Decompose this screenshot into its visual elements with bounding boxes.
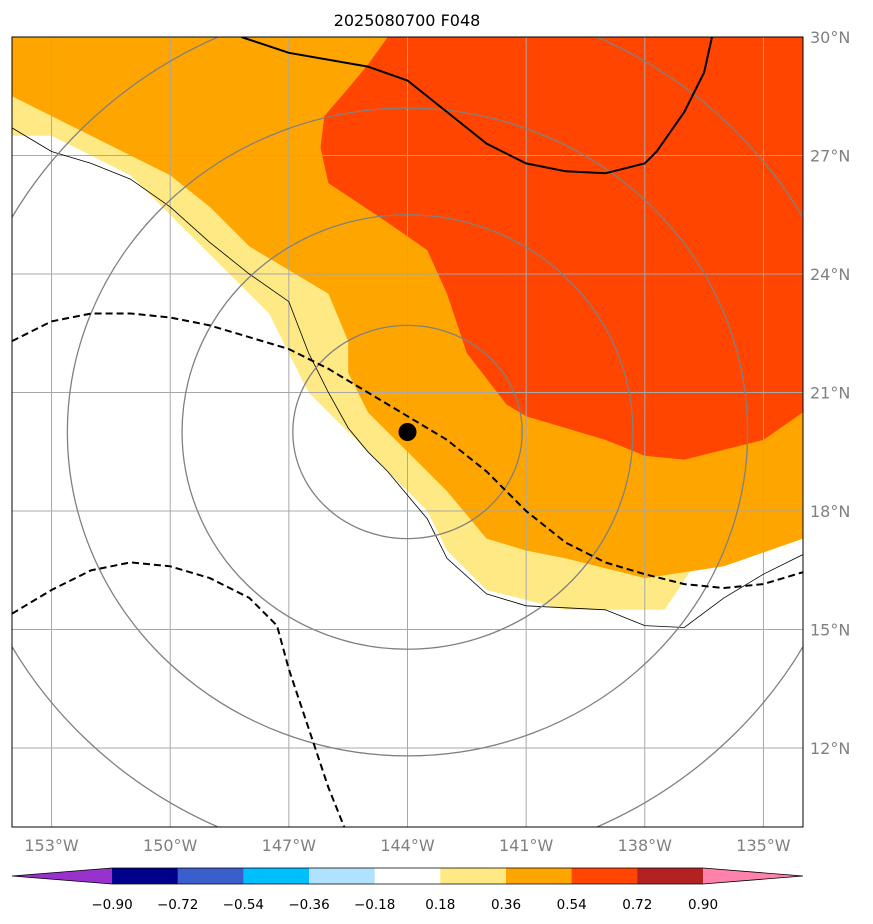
map-plot-area — [12, 37, 803, 827]
colorbar-bin-0 — [112, 868, 179, 884]
colorbar-tick-label-4: −0.18 — [354, 897, 395, 913]
range-rings — [12, 37, 803, 827]
colorbar-tick-label-8: 0.72 — [622, 897, 652, 913]
y-tick-label-5: 27°N — [810, 147, 850, 166]
colorbar-tick-label-6: 0.36 — [491, 897, 521, 913]
range-ring-1 — [181, 214, 634, 650]
y-tick-label-2: 18°N — [810, 502, 850, 521]
x-tick-label-1: 150°W — [143, 836, 198, 855]
x-tick-label-0: 153°W — [24, 836, 79, 855]
filled-region-2 — [320, 37, 803, 460]
storm-center-marker — [398, 423, 417, 441]
y-tick-label-3: 21°N — [810, 384, 850, 403]
colorbar-tick-label-1: −0.72 — [157, 897, 198, 913]
line-contours — [12, 37, 803, 827]
colorbar-tick-label-9: 0.90 — [688, 897, 718, 913]
storm-center-dot — [398, 423, 417, 441]
colorbar-tick-label-0: −0.90 — [91, 897, 132, 913]
colorbar-bin-1 — [177, 868, 244, 884]
colorbar-bin-2 — [243, 868, 310, 884]
dashed-contour-0 — [12, 312, 803, 590]
colorbar-extend-high — [703, 868, 803, 884]
range-ring-0 — [292, 324, 523, 540]
colorbar-extend-low — [12, 868, 112, 884]
colorbar-bin-5 — [440, 868, 507, 884]
coastline — [12, 127, 803, 628]
x-axis-ticks: 153°W 150°W 147°W 144°W 141°W 138°W 135°W — [24, 836, 790, 855]
range-ring-2 — [66, 107, 749, 757]
colorbar-bin-4 — [374, 868, 441, 884]
y-tick-label-4: 24°N — [810, 265, 850, 284]
colorbar-bin-7 — [571, 868, 638, 884]
colorbar-tick-label-7: 0.54 — [557, 897, 587, 913]
coastline-line — [12, 127, 803, 628]
dashed-contour-1 — [12, 561, 346, 827]
colorbar-bin-8 — [637, 868, 704, 884]
chart-title: 2025080700 F048 — [334, 11, 481, 30]
colorbar-tick-label-2: −0.54 — [223, 897, 264, 913]
y-axis-ticks: 12°N 15°N 18°N 21°N 24°N 27°N 30°N — [810, 28, 850, 758]
x-tick-label-4: 141°W — [499, 836, 554, 855]
x-tick-label-6: 135°W — [736, 836, 791, 855]
colorbar-outline — [11, 867, 804, 885]
colorbar-tick-label-3: −0.36 — [288, 897, 329, 913]
colorbar-tick-label-5: 0.18 — [425, 897, 455, 913]
x-tick-label-2: 147°W — [262, 836, 317, 855]
y-tick-label-1: 15°N — [810, 621, 850, 640]
y-tick-label-6: 30°N — [810, 28, 850, 47]
gridlines — [12, 37, 803, 827]
y-tick-label-0: 12°N — [810, 739, 850, 758]
colorbar: −0.90 −0.72 −0.54 −0.36 −0.18 0.18 0.36 0.54 0.7… — [11, 867, 804, 913]
x-tick-label-3: 144°W — [380, 836, 435, 855]
solid-contour — [241, 37, 713, 175]
colorbar-bin-6 — [506, 868, 573, 884]
plot-frame — [11, 36, 804, 828]
x-tick-label-5: 138°W — [618, 836, 673, 855]
colorbar-bin-3 — [309, 868, 376, 884]
